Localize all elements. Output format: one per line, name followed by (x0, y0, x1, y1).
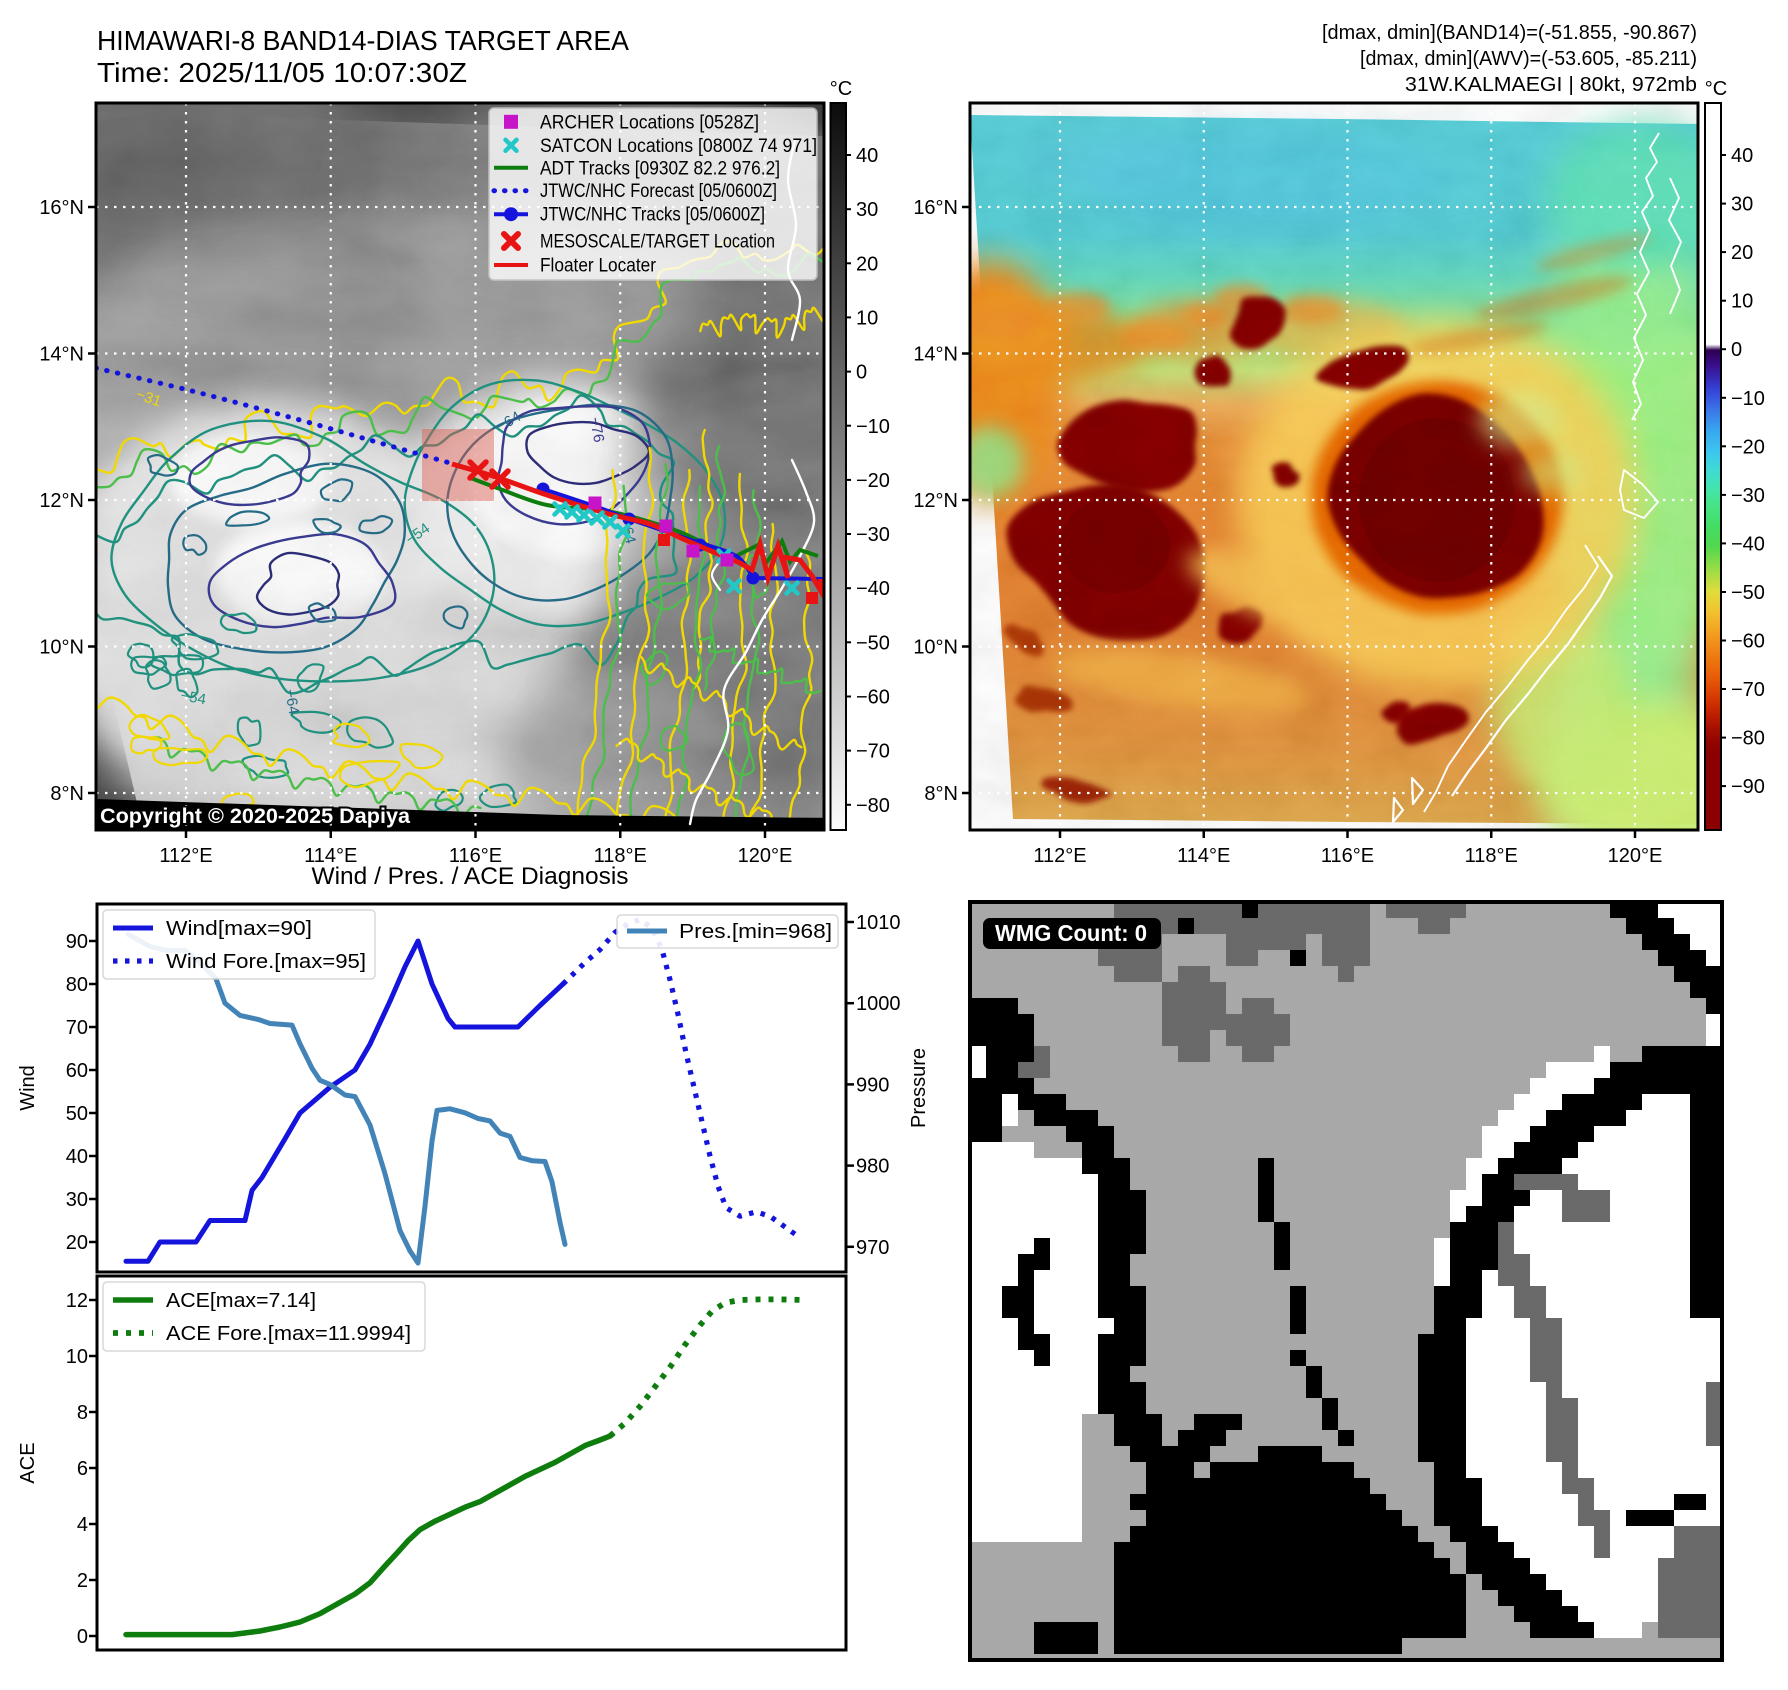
svg-text:50: 50 (66, 1103, 88, 1125)
svg-text:31W.KALMAEGI | 80kt, 972mb: 31W.KALMAEGI | 80kt, 972mb (1405, 74, 1697, 96)
svg-text:6: 6 (77, 1458, 88, 1480)
svg-text:990: 990 (856, 1074, 889, 1096)
svg-text:90: 90 (66, 931, 88, 953)
svg-text:ACE: ACE (17, 1442, 39, 1483)
svg-text:10: 10 (66, 1346, 88, 1368)
svg-text:ACE Fore.[max=11.9994]: ACE Fore.[max=11.9994] (166, 1323, 411, 1345)
svg-text:−70: −70 (1731, 679, 1765, 701)
svg-text:8: 8 (77, 1402, 88, 1424)
svg-text:14°N: 14°N (39, 344, 84, 366)
svg-text:1010: 1010 (856, 912, 901, 934)
svg-text:SATCON Locations [0800Z 74 971: SATCON Locations [0800Z 74 971] (540, 136, 817, 157)
svg-text:30: 30 (66, 1189, 88, 1211)
svg-text:30: 30 (856, 199, 878, 221)
svg-text:−64: −64 (616, 517, 639, 546)
svg-text:−20: −20 (856, 470, 890, 492)
svg-text:°C: °C (1705, 78, 1727, 100)
svg-text:40: 40 (66, 1146, 88, 1168)
svg-text:2: 2 (77, 1570, 88, 1592)
svg-text:10°N: 10°N (39, 637, 84, 659)
svg-text:30: 30 (1731, 194, 1753, 216)
svg-text:118°E: 118°E (1465, 845, 1518, 867)
svg-text:−76: −76 (586, 416, 607, 444)
svg-text:HIMAWARI-8 BAND14-DIAS TARGET: HIMAWARI-8 BAND14-DIAS TARGET AREA (97, 25, 630, 56)
svg-text:16°N: 16°N (39, 197, 84, 219)
svg-text:−54: −54 (179, 687, 207, 708)
svg-text:116°E: 116°E (1321, 845, 1374, 867)
svg-text:20: 20 (856, 253, 878, 275)
svg-text:−40: −40 (856, 578, 890, 600)
svg-text:112°E: 112°E (159, 845, 212, 867)
svg-text:114°E: 114°E (1177, 845, 1230, 867)
svg-text:Pressure: Pressure (908, 1048, 930, 1128)
svg-text:−30: −30 (1731, 485, 1765, 507)
svg-text:20: 20 (66, 1232, 88, 1254)
svg-text:118°E: 118°E (594, 845, 647, 867)
svg-text:Wind[max=90]: Wind[max=90] (166, 918, 312, 940)
svg-text:−10: −10 (856, 416, 890, 438)
svg-text:116°E: 116°E (449, 845, 502, 867)
svg-text:60: 60 (66, 1060, 88, 1082)
svg-text:0: 0 (77, 1626, 88, 1648)
svg-text:−60: −60 (1731, 631, 1765, 653)
svg-text:80: 80 (66, 974, 88, 996)
svg-text:Wind / Pres. / ACE Diagnosis: Wind / Pres. / ACE Diagnosis (312, 863, 629, 890)
svg-text:Pres.[min=968]: Pres.[min=968] (679, 921, 832, 943)
svg-text:−20: −20 (1731, 436, 1765, 458)
svg-text:1000: 1000 (856, 993, 901, 1015)
svg-text:−90: −90 (1731, 776, 1765, 798)
svg-text:4: 4 (77, 1514, 88, 1536)
svg-text:0: 0 (856, 362, 867, 384)
svg-text:40: 40 (1731, 145, 1753, 167)
svg-text:12°N: 12°N (913, 490, 958, 512)
svg-text:−80: −80 (856, 795, 890, 817)
svg-text:10: 10 (856, 307, 878, 329)
svg-text:−50: −50 (856, 632, 890, 654)
svg-text:[dmax, dmin](AWV)=(-53.605, -8: [dmax, dmin](AWV)=(-53.605, -85.211) (1360, 48, 1697, 70)
svg-text:12: 12 (66, 1290, 88, 1312)
svg-text:10: 10 (1731, 291, 1753, 313)
svg-text:ADT Tracks [0930Z 82.2 976.2]: ADT Tracks [0930Z 82.2 976.2] (540, 158, 780, 179)
svg-text:MESOSCALE/TARGET Location: MESOSCALE/TARGET Location (540, 232, 775, 253)
svg-text:8°N: 8°N (50, 783, 84, 805)
svg-text:20: 20 (1731, 242, 1753, 264)
svg-text:10°N: 10°N (913, 637, 958, 659)
svg-text:Wind: Wind (17, 1065, 39, 1111)
svg-text:16°N: 16°N (913, 197, 958, 219)
svg-text:−80: −80 (1731, 728, 1765, 750)
svg-text:JTWC/NHC Tracks [05/0600Z]: JTWC/NHC Tracks [05/0600Z] (540, 205, 765, 226)
svg-text:8°N: 8°N (924, 783, 958, 805)
svg-text:−70: −70 (856, 741, 890, 763)
svg-text:ARCHER Locations [0528Z]: ARCHER Locations [0528Z] (540, 112, 759, 133)
svg-text:Floater Locater: Floater Locater (540, 256, 657, 277)
svg-text:Wind Fore.[max=95]: Wind Fore.[max=95] (166, 951, 366, 973)
svg-text:70: 70 (66, 1017, 88, 1039)
svg-text:40: 40 (856, 145, 878, 167)
svg-text:12°N: 12°N (39, 490, 84, 512)
svg-text:114°E: 114°E (304, 845, 357, 867)
svg-text:−50: −50 (1731, 582, 1765, 604)
svg-text:ACE[max=7.14]: ACE[max=7.14] (166, 1290, 316, 1312)
svg-text:120°E: 120°E (1608, 845, 1663, 867)
svg-text:−64: −64 (281, 688, 302, 716)
svg-text:−60: −60 (856, 687, 890, 709)
svg-text:112°E: 112°E (1033, 845, 1086, 867)
svg-text:°C: °C (830, 78, 852, 100)
svg-text:−10: −10 (1731, 388, 1765, 410)
svg-text:970: 970 (856, 1237, 889, 1259)
svg-text:120°E: 120°E (738, 845, 793, 867)
svg-text:Copyright © 2020-2025 Dapiya: Copyright © 2020-2025 Dapiya (100, 805, 410, 828)
svg-text:0: 0 (1731, 339, 1742, 361)
svg-text:Time: 2025/11/05 10:07:30Z: Time: 2025/11/05 10:07:30Z (97, 57, 467, 88)
svg-text:JTWC/NHC Forecast [05/0600Z]: JTWC/NHC Forecast [05/0600Z] (540, 181, 777, 202)
svg-text:−40: −40 (1731, 533, 1765, 555)
svg-text:WMG Count: 0: WMG Count: 0 (995, 920, 1147, 946)
svg-text:[dmax, dmin](BAND14)=(-51.855,: [dmax, dmin](BAND14)=(-51.855, -90.867) (1322, 22, 1697, 44)
svg-text:980: 980 (856, 1156, 889, 1178)
svg-text:14°N: 14°N (913, 344, 958, 366)
svg-text:−30: −30 (856, 524, 890, 546)
